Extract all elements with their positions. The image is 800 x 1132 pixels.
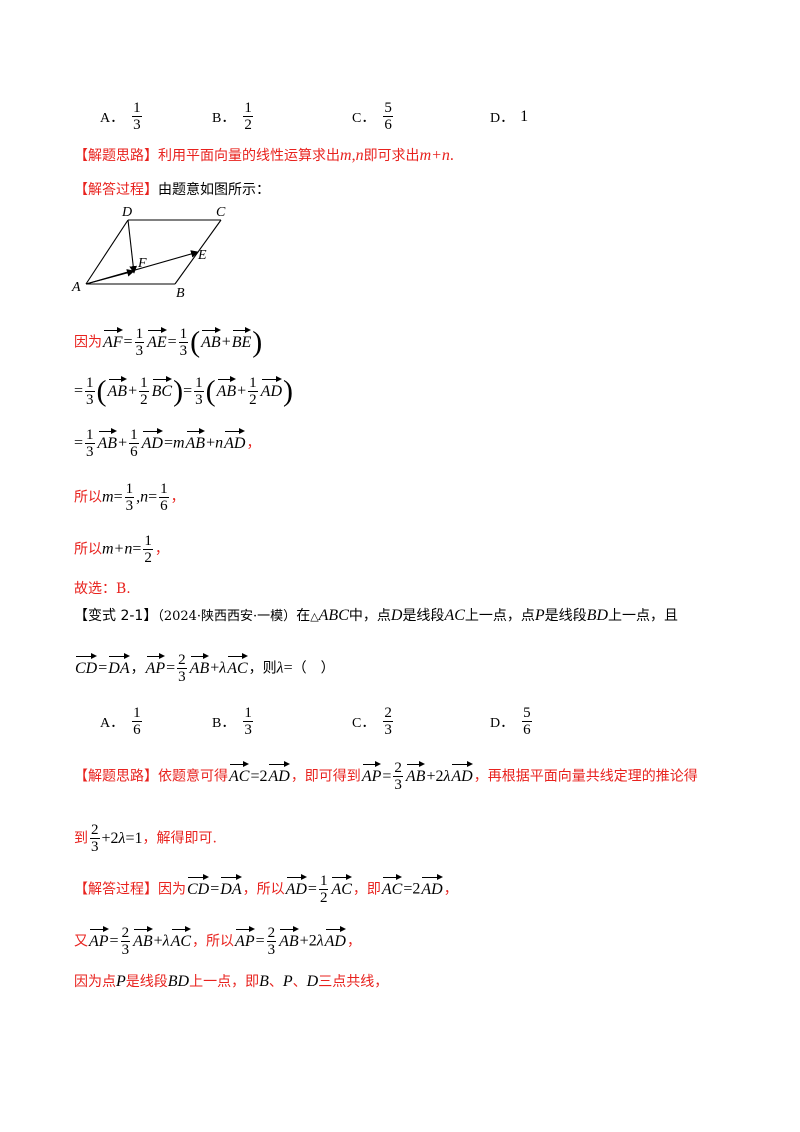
answer-1: 故选：B. bbox=[74, 581, 131, 597]
vector-bc: BC bbox=[152, 375, 173, 402]
option-c[interactable]: C． 2 3 bbox=[352, 705, 393, 738]
comma: , bbox=[351, 147, 356, 164]
option-b[interactable]: B． 1 2 bbox=[212, 100, 255, 133]
option-a[interactable]: A． 1 3 bbox=[100, 100, 144, 133]
vector-ac: AC bbox=[227, 652, 249, 679]
solution-tag: 【解答过程】 bbox=[74, 182, 158, 198]
hint-line-2b: 到 2 3 +2λ=1，解得即可. bbox=[74, 822, 217, 855]
hint-text: 利用平面向量的线性运算求出 bbox=[158, 148, 340, 164]
step-2: = 1 3 (AB+ 1 2 BC)= 1 3 (AB+ 1 2 AD) bbox=[74, 374, 293, 408]
because-text: 因为 bbox=[74, 334, 102, 351]
triangle-symbol: △ bbox=[310, 610, 319, 623]
parallelogram-figure: A B C D E F bbox=[71, 205, 226, 300]
variant-source: （2024·陕西西安·一模） bbox=[157, 609, 297, 624]
expr-m-plus-n: m+n bbox=[419, 147, 450, 164]
option-b[interactable]: B． 1 3 bbox=[212, 705, 253, 738]
label-c: C bbox=[216, 205, 226, 220]
variant-condition: CD=DA，AP= 2 3 AB+λAC，则λ=（ ） bbox=[75, 652, 335, 685]
var-n: n bbox=[355, 147, 364, 164]
option-value: 1 bbox=[520, 108, 529, 125]
vector-cd: CD bbox=[75, 652, 98, 679]
step-3: = 1 3 AB+ 1 6 AD=mAB+nAD， bbox=[74, 427, 261, 460]
hint-text-2: 即可求出 bbox=[363, 148, 420, 164]
vector-ab: AB bbox=[201, 326, 221, 353]
solution-line-2: 【解答过程】因为CD=DA，所以AD= 1 2 AC，即AC=2AD， bbox=[74, 873, 458, 906]
so-text: 所以 bbox=[74, 489, 102, 506]
label-b: B bbox=[176, 286, 185, 300]
option-d[interactable]: D． 5 6 bbox=[490, 705, 532, 738]
step-1: 因为AF= 1 3 AE= 1 3 (AB+BE) bbox=[74, 325, 263, 359]
label-a: A bbox=[71, 280, 81, 295]
solution-line-1: 【解答过程】由题意如图所示： bbox=[74, 180, 270, 200]
solution-line-3: 又AP= 2 3 AB+λAC，所以AP= 2 3 AB+2λAD， bbox=[74, 925, 361, 958]
option-label: A． bbox=[100, 110, 125, 126]
variant-header: 【变式 2-1】（2024·陕西西安·一模）在△ABC中，点D是线段AC上一点，… bbox=[74, 607, 678, 624]
hint-line-1: 【解题思路】利用平面向量的线性运算求出m,n即可求出m+n. bbox=[74, 146, 454, 166]
label-f: F bbox=[137, 256, 147, 271]
vector-ae: AE bbox=[147, 326, 167, 353]
period: . bbox=[449, 147, 454, 164]
option-c[interactable]: C． 5 6 bbox=[352, 100, 395, 133]
arrow-df bbox=[127, 219, 138, 274]
answer-blank[interactable]: （ ） bbox=[292, 660, 335, 677]
vector-da: DA bbox=[108, 652, 130, 679]
arrow-af bbox=[85, 269, 135, 285]
segment-da bbox=[85, 219, 129, 285]
step-4: 所以m= 1 3 ,n= 1 6， bbox=[74, 481, 185, 514]
vector-ap: AP bbox=[146, 652, 165, 679]
vector-ad: AD bbox=[261, 375, 283, 402]
solution-line-4: 因为点P是线段BD上一点，即B、P、D三点共线， bbox=[74, 973, 389, 990]
option-label: B． bbox=[212, 110, 236, 126]
solution-text: 由题意如图所示： bbox=[158, 182, 270, 198]
hint-line-2: 【解题思路】依题意可得AC=2AD，即可得到AP= 2 3 AB+2λAD，再根据平面… bbox=[74, 760, 698, 793]
label-e: E bbox=[197, 248, 207, 263]
variant-tag: 【变式 2-1】 bbox=[74, 608, 158, 624]
var-m: m bbox=[340, 147, 352, 164]
vector-af: AF bbox=[103, 326, 123, 353]
step-5: 所以m+n= 1 2， bbox=[74, 533, 169, 566]
option-label: D． bbox=[490, 111, 515, 126]
option-label: C． bbox=[352, 110, 376, 126]
option-d[interactable]: D． 1 bbox=[490, 107, 528, 127]
hint-tag: 【解题思路】 bbox=[74, 148, 158, 164]
vector-be: BE bbox=[232, 326, 251, 353]
label-d: D bbox=[121, 205, 132, 220]
option-a[interactable]: A． 1 6 bbox=[100, 705, 142, 738]
